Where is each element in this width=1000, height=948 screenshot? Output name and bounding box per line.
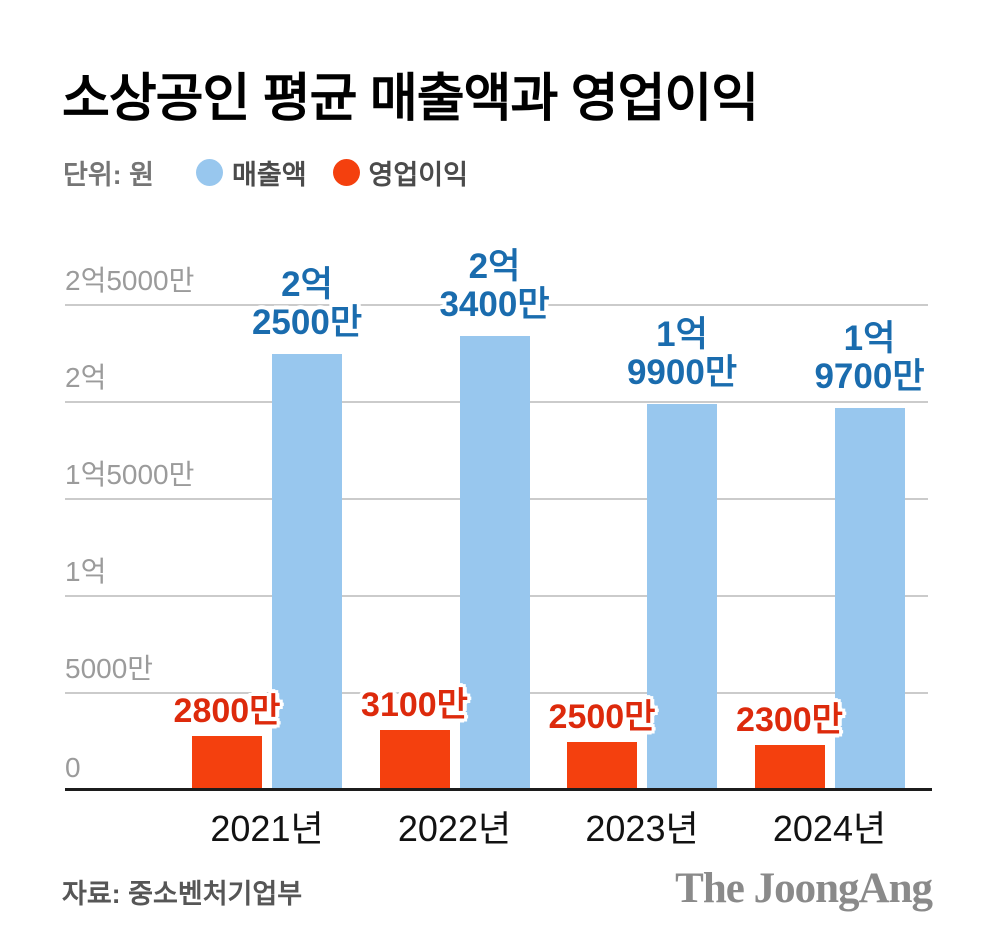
- profit-bar-value-label: 3100만: [361, 685, 468, 724]
- sales-dot-icon: [196, 158, 224, 186]
- profit-bar-value-label: 2500만: [548, 697, 656, 736]
- legend-label-sales: 매출액: [232, 159, 307, 190]
- profit-bar: [754, 745, 825, 790]
- brand-logo: The JoongAng: [675, 865, 933, 912]
- sales-bar: [459, 336, 530, 790]
- profit-bar: [379, 729, 450, 790]
- x-axis-category-label: 2024년: [772, 808, 887, 849]
- unit-label: 단위: 원: [63, 159, 155, 190]
- x-axis-line: [65, 788, 932, 791]
- y-axis-tick-label: 0: [65, 752, 81, 783]
- x-axis-category-label: 2021년: [210, 808, 324, 849]
- x-axis-category-label: 2023년: [585, 808, 699, 849]
- y-axis-tick-label: 2억: [65, 362, 107, 393]
- y-axis-tick-label: 1억: [65, 556, 107, 587]
- sales-bar: [834, 407, 905, 790]
- y-axis-tick-label: 1억5000만: [65, 459, 195, 490]
- y-axis-tick-label: 5000만: [65, 653, 154, 684]
- sales-bar-value-label: 1억 9900만: [626, 314, 738, 392]
- legend: 단위: 원 매출액 영업이익: [63, 154, 494, 190]
- source-note: 자료: 중소벤처기업부: [62, 879, 303, 909]
- profit-bar-value-label: 2300만: [736, 701, 843, 740]
- profit-bar-value-label: 2800만: [173, 691, 281, 730]
- sales-bar: [272, 353, 342, 790]
- x-axis-category-label: 2022년: [397, 808, 512, 849]
- legend-item-sales: 매출액: [196, 153, 307, 192]
- sales-bar-value-label: 2억 3400만: [439, 247, 550, 325]
- sales-bar-value-label: 1억 9700만: [814, 318, 925, 396]
- legend-item-profit: 영업이익: [332, 153, 468, 192]
- sales-bar: [647, 403, 717, 790]
- profit-bar: [192, 735, 262, 790]
- y-axis-tick-label: 2억5000만: [65, 265, 195, 296]
- profit-dot-icon: [332, 158, 360, 186]
- page-title: 소상공인 평균 매출액과 영업이익: [62, 70, 759, 128]
- sales-bar-value-label: 2억 2500만: [251, 264, 363, 342]
- profit-bar: [567, 741, 637, 790]
- gridline: [65, 304, 928, 306]
- legend-label-profit: 영업이익: [368, 159, 468, 190]
